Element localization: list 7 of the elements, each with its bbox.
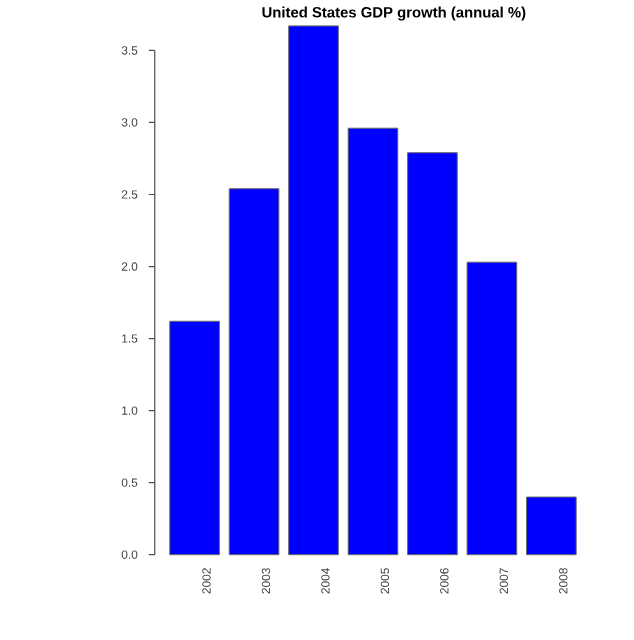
bar	[347, 127, 398, 556]
bar	[466, 261, 517, 556]
bar	[287, 25, 339, 556]
bar	[168, 320, 220, 556]
bar	[525, 496, 577, 556]
bar	[406, 152, 458, 556]
bar	[228, 188, 279, 556]
